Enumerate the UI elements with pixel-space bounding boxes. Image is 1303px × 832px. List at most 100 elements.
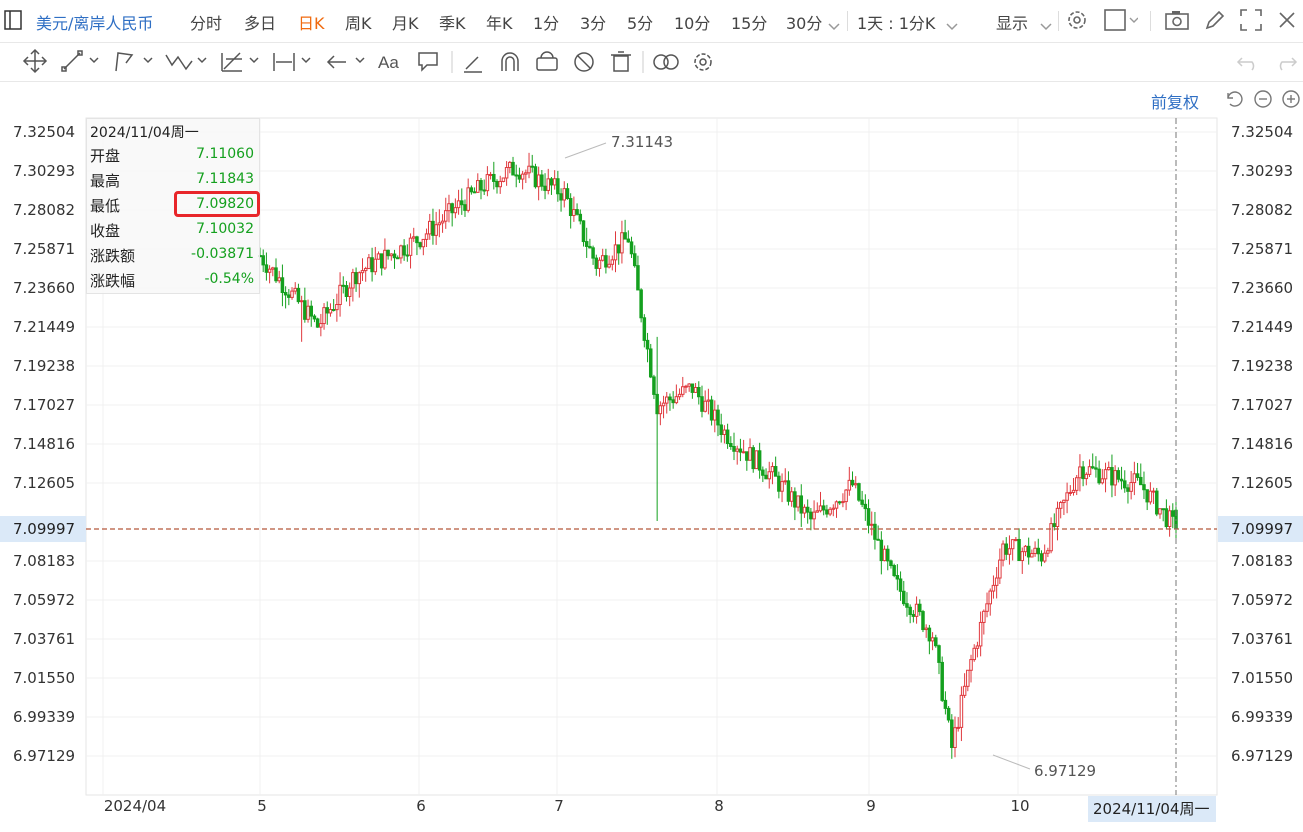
candle-body (610, 259, 615, 265)
magnet-icon[interactable] (501, 52, 519, 71)
candle-body (1151, 490, 1156, 493)
compare-icon[interactable] (653, 54, 679, 70)
candle-body (930, 637, 935, 642)
sidebar-toggle-icon[interactable] (4, 10, 22, 34)
candle-body (934, 637, 938, 647)
text-icon[interactable]: Aa (378, 53, 399, 72)
candle-body (921, 611, 925, 631)
candle-body (729, 443, 733, 447)
reset-icon[interactable] (1227, 91, 1243, 107)
candle-body (924, 627, 928, 631)
candle-body (706, 399, 711, 402)
candle-body (898, 578, 903, 592)
camera-icon[interactable] (1165, 10, 1189, 34)
trash-icon[interactable] (611, 51, 631, 72)
info-value: -0.03871 (191, 246, 254, 262)
candle-body (690, 383, 695, 393)
candle-body (264, 264, 269, 273)
polyline-icon[interactable] (115, 52, 153, 72)
move-icon[interactable] (22, 48, 48, 74)
display-menu[interactable]: 显示 (996, 14, 1029, 33)
tab-15min[interactable]: 15分 (731, 14, 768, 33)
tab-10min[interactable]: 10分 (674, 14, 711, 33)
candle-body (661, 402, 666, 407)
zoom-out-icon[interactable] (1254, 90, 1272, 108)
candle-body (312, 315, 317, 320)
comment-icon[interactable] (418, 52, 438, 72)
chevron-down-icon[interactable] (1040, 16, 1052, 35)
candle-body (652, 376, 656, 395)
candle-body (261, 255, 265, 266)
tab-5min[interactable]: 5分 (627, 14, 654, 33)
candlestick-chart[interactable]: 7.32504 7.32504 7.30293 7.30293 7.28082 7.280… (0, 82, 1303, 832)
candle-body (994, 577, 999, 586)
range-select[interactable]: 1天 : 1分K (857, 14, 936, 33)
candle-body (469, 187, 474, 193)
candle-body (962, 685, 967, 696)
tab-timeshare[interactable]: 分时 (190, 14, 223, 33)
candle-body (751, 447, 755, 470)
tab-daily-k[interactable]: 日K (298, 14, 325, 33)
tab-monthly-k[interactable]: 月K (392, 14, 419, 33)
candle-body (501, 177, 506, 182)
candle-body (440, 220, 445, 224)
fullscreen-icon[interactable] (1240, 9, 1262, 35)
candle-body (600, 255, 605, 261)
fib-icon[interactable] (221, 52, 259, 72)
price-adjust-toggle[interactable]: 前复权 (1151, 93, 1200, 112)
ohlc-info-panel: 2024/11/04周一 开盘 7.11060 最高 7.11843 最低 7.… (86, 118, 260, 294)
candle-body (853, 483, 858, 486)
wave-icon[interactable] (165, 54, 207, 71)
tab-multiday[interactable]: 多日 (244, 14, 277, 33)
candle-body (982, 610, 986, 623)
hide-icon[interactable] (574, 52, 594, 72)
zoom-in-icon[interactable] (1282, 90, 1300, 108)
undo-icon[interactable] (1236, 57, 1255, 71)
candle-body (581, 220, 586, 243)
candle-body (1084, 473, 1089, 480)
pen-icon[interactable] (464, 56, 482, 73)
y-tick-label: 7.01550 (1231, 669, 1293, 687)
arrow-icon[interactable] (326, 55, 365, 69)
settings-icon[interactable] (694, 53, 712, 71)
redo-icon[interactable] (1279, 57, 1298, 71)
candle-body (959, 694, 964, 728)
tab-yearly-k[interactable]: 年K (486, 14, 513, 33)
tab-1min[interactable]: 1分 (533, 14, 560, 33)
settings-icon[interactable] (1066, 9, 1088, 35)
candle-body (476, 180, 480, 193)
tab-3min[interactable]: 3分 (580, 14, 607, 33)
candle-body (828, 508, 832, 515)
candle-body (1001, 543, 1005, 561)
candle-body (914, 603, 919, 617)
candle-body (504, 167, 509, 179)
y-tick-label: 7.23660 (1231, 279, 1293, 297)
pen-icon[interactable] (1204, 9, 1226, 35)
candle-body (991, 584, 996, 592)
tab-weekly-k[interactable]: 周K (345, 14, 372, 33)
y-tick-label: 7.19238 (13, 357, 75, 375)
tab-quarterly-k[interactable]: 季K (439, 14, 466, 33)
y-tick-label: 7.05972 (13, 591, 75, 609)
close-icon[interactable] (1278, 11, 1296, 33)
candle-body (280, 277, 285, 294)
candle-body (1106, 467, 1111, 471)
line-icon[interactable] (61, 50, 99, 72)
layout-icon[interactable] (1104, 9, 1139, 35)
x-tick-label: 8 (714, 797, 724, 815)
high-annotation: 7.31143 (611, 133, 673, 151)
info-row-high: 最高 7.11843 (90, 170, 256, 194)
candle-body (546, 178, 551, 191)
info-label: 涨跌幅 (90, 272, 136, 290)
lock-icon[interactable] (536, 51, 558, 71)
candle-body (789, 491, 794, 502)
x-tick-label: 10 (1010, 797, 1029, 815)
symbol-title[interactable]: 美元/离岸人民币 (36, 14, 154, 33)
chevron-down-icon[interactable] (946, 16, 958, 35)
candle-body (511, 161, 515, 176)
info-row-change: 涨跌额 -0.03871 (90, 245, 256, 269)
measure-icon[interactable] (273, 53, 311, 71)
tab-30min[interactable]: 30分 (786, 14, 823, 33)
candle-body (357, 272, 362, 285)
chevron-down-icon[interactable] (828, 16, 840, 35)
